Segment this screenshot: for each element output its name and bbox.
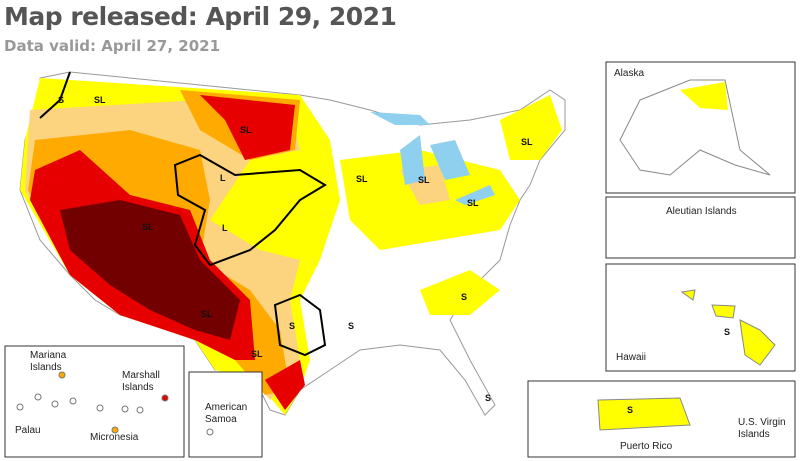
impact-label: S xyxy=(348,321,355,331)
inset-box xyxy=(4,345,185,458)
title: Map released: April 29, 2021 xyxy=(4,2,397,31)
inset-label: Mariana Islands xyxy=(30,350,67,373)
great-lakes xyxy=(370,112,495,205)
impact-label: L xyxy=(220,173,226,183)
pacific-islands xyxy=(16,371,214,436)
inset-box xyxy=(605,196,796,259)
d0-area xyxy=(500,95,562,160)
impact-label: S xyxy=(627,405,634,415)
d3-area xyxy=(200,95,295,160)
impact-label: SL xyxy=(142,222,154,232)
impact-label: S xyxy=(724,327,731,337)
d4-area xyxy=(60,200,240,340)
hawaii-drought xyxy=(680,289,776,366)
impact-label: L xyxy=(222,223,228,233)
impact-label: S xyxy=(289,321,296,331)
inset-label: American Samoa xyxy=(205,402,248,425)
impact-label: SL xyxy=(94,95,106,105)
impact-label: SL xyxy=(240,125,252,135)
alaska-drought xyxy=(680,82,728,110)
impact-label: SL xyxy=(467,198,479,208)
inset-label: U.S. Virgin Islands xyxy=(738,417,786,440)
inset-label: Marshall Islands xyxy=(122,370,160,393)
impact-boundary xyxy=(173,153,327,267)
impact-label: SL xyxy=(251,349,263,359)
inset-label: Puerto Rico xyxy=(620,441,673,452)
impact-label: SL xyxy=(201,309,213,319)
inset-label: Alaska xyxy=(614,68,645,79)
puerto-rico-drought xyxy=(597,397,691,431)
alaska-shape xyxy=(619,79,771,176)
impact-label: SL xyxy=(418,175,430,185)
impact-label: S xyxy=(485,393,492,403)
d0-area xyxy=(420,270,500,315)
inset-label: Aleutian Islands xyxy=(666,206,737,217)
inset-label: Palau xyxy=(15,425,41,436)
impact-label: SL xyxy=(521,137,533,147)
subtitle: Data valid: April 27, 2021 xyxy=(4,37,221,55)
inset-label: Micronesia xyxy=(90,432,139,443)
d3-area xyxy=(265,360,305,410)
inset-label: Hawaii xyxy=(616,352,647,363)
impact-boundary xyxy=(39,71,71,119)
impact-boundary xyxy=(273,293,327,357)
impact-label: S xyxy=(461,292,468,302)
impact-label: SL xyxy=(356,174,368,184)
inset-box xyxy=(188,371,263,458)
impact-label: S xyxy=(58,95,65,105)
